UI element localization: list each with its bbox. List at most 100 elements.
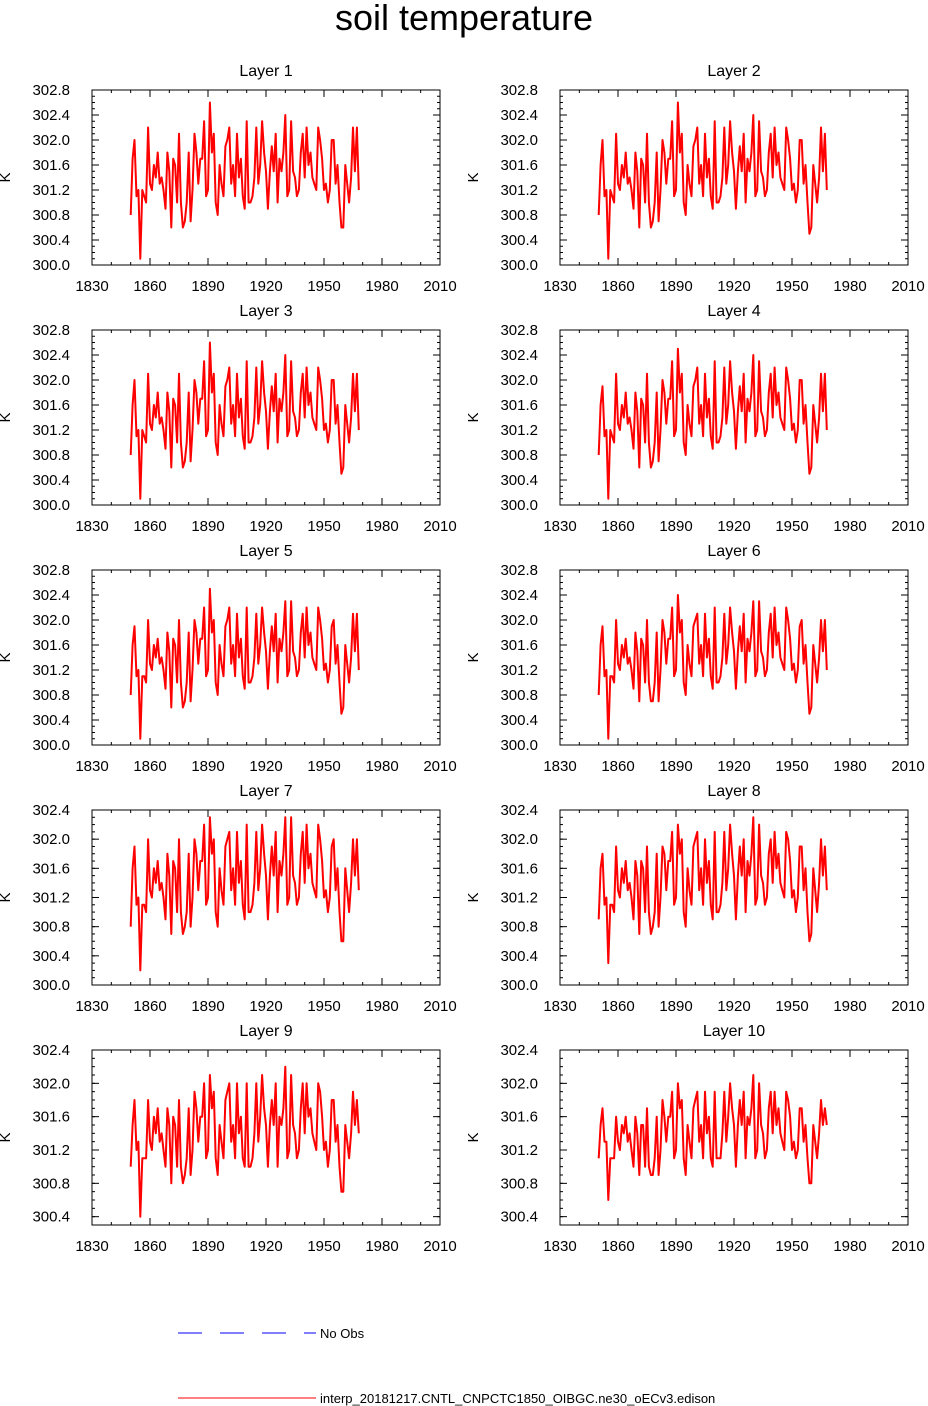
y-tick-label: 300.8 [32, 207, 70, 224]
x-tick-label: 1980 [365, 518, 398, 535]
y-tick-label: 300.0 [500, 497, 538, 514]
x-tick-label: 1890 [659, 1238, 692, 1255]
y-tick-label: 301.2 [500, 422, 538, 439]
x-tick-label: 1950 [775, 998, 808, 1015]
y-tick-label: 302.4 [32, 802, 70, 819]
y-tick-label: 302.8 [32, 82, 70, 99]
y-tick-label: 300.0 [32, 497, 70, 514]
y-axis-label: K [465, 172, 482, 182]
y-tick-label: 300.8 [500, 447, 538, 464]
y-tick-label: 302.4 [500, 347, 538, 364]
panel-layer-3: Layer 3 1830 1860 1890 1920 1950 1980 2010 300.0… [0, 303, 457, 535]
x-tick-label: 1950 [307, 278, 340, 295]
x-tick-label: 1950 [775, 758, 808, 775]
panel-layer-9: Layer 9 1830 1860 1890 1920 1950 1980 2010 300.4… [0, 1023, 457, 1255]
x-tick-label: 1920 [249, 998, 282, 1015]
panel-layer-10: Layer 10 1830 1860 1890 1920 1950 1980 2010 300.… [465, 1023, 925, 1255]
y-tick-label: 302.0 [500, 1075, 538, 1092]
y-tick-label: 300.4 [500, 232, 538, 249]
x-tick-label: 1830 [543, 518, 576, 535]
x-tick-label: 1890 [191, 1238, 224, 1255]
y-tick-label: 300.4 [32, 232, 70, 249]
legend-model-label: interp_20181217.CNTL_CNPCTC1850_OIBGC.ne… [320, 1391, 715, 1406]
x-tick-label: 1860 [133, 518, 166, 535]
y-tick-label: 300.4 [500, 1209, 538, 1226]
panel-title: Layer 2 [707, 63, 760, 80]
y-tick-label: 300.8 [500, 207, 538, 224]
x-tick-label: 1980 [365, 1238, 398, 1255]
x-tick-label: 1890 [191, 518, 224, 535]
x-tick-label: 1860 [601, 758, 634, 775]
series-line-model [597, 347, 828, 500]
x-tick-label: 1920 [717, 518, 750, 535]
series-line-model [129, 816, 360, 972]
y-tick-label: 300.4 [500, 948, 538, 965]
panel-grid: Layer 1 1830 1860 1890 1920 1950 1980 2010 300.0… [0, 63, 925, 1255]
y-tick-label: 301.6 [500, 157, 538, 174]
x-tick-label: 1920 [249, 1238, 282, 1255]
x-tick-label: 1980 [833, 998, 866, 1015]
x-tick-label: 1980 [833, 518, 866, 535]
x-tick-label: 1860 [133, 1238, 166, 1255]
x-tick-label: 1950 [775, 518, 808, 535]
y-tick-label: 300.8 [32, 919, 70, 936]
panel-layer-7: Layer 7 1830 1860 1890 1920 1950 1980 2010 300.0… [0, 783, 457, 1015]
x-tick-label: 1860 [133, 278, 166, 295]
series-line-model [597, 594, 828, 740]
y-axis-label: K [465, 1132, 482, 1142]
y-tick-label: 300.8 [500, 687, 538, 704]
x-tick-label: 1950 [775, 278, 808, 295]
x-tick-label: 1890 [659, 758, 692, 775]
x-tick-label: 1860 [601, 518, 634, 535]
y-tick-label: 300.4 [500, 472, 538, 489]
y-tick-label: 301.6 [32, 860, 70, 877]
x-tick-label: 2010 [891, 998, 924, 1015]
x-tick-label: 1980 [365, 278, 398, 295]
panel-layer-1: Layer 1 1830 1860 1890 1920 1950 1980 2010 300.0… [0, 63, 457, 295]
panel-title: Layer 6 [707, 543, 760, 560]
x-tick-label: 1830 [75, 278, 108, 295]
x-tick-label: 1830 [543, 1238, 576, 1255]
y-tick-label: 302.0 [32, 1075, 70, 1092]
x-tick-label: 1830 [75, 758, 108, 775]
x-tick-label: 1980 [833, 758, 866, 775]
y-axis-label: K [465, 412, 482, 422]
x-tick-label: 1860 [601, 1238, 634, 1255]
x-tick-label: 2010 [423, 998, 456, 1015]
y-tick-label: 302.4 [500, 107, 538, 124]
y-tick-label: 302.4 [500, 802, 538, 819]
y-tick-label: 302.0 [500, 372, 538, 389]
y-tick-label: 300.0 [32, 737, 70, 754]
x-tick-label: 2010 [423, 1238, 456, 1255]
x-tick-label: 1860 [601, 278, 634, 295]
x-tick-label: 1920 [717, 1238, 750, 1255]
x-tick-label: 2010 [891, 1238, 924, 1255]
series-line-model [129, 101, 360, 260]
x-tick-label: 1950 [307, 998, 340, 1015]
y-axis-label: K [0, 412, 14, 422]
x-tick-label: 2010 [423, 278, 456, 295]
y-tick-label: 300.8 [500, 1175, 538, 1192]
x-tick-label: 1950 [307, 518, 340, 535]
legend: No Obs interp_20181217.CNTL_CNPCTC1850_O… [178, 1326, 715, 1406]
panel-layer-2: Layer 2 1830 1860 1890 1920 1950 1980 2010 300.0… [465, 63, 925, 295]
y-tick-label: 302.8 [32, 322, 70, 339]
y-tick-label: 301.6 [32, 157, 70, 174]
x-tick-label: 1920 [249, 758, 282, 775]
y-tick-label: 300.0 [32, 977, 70, 994]
x-tick-label: 1890 [659, 998, 692, 1015]
panel-layer-4: Layer 4 1830 1860 1890 1920 1950 1980 2010 300.0… [465, 303, 925, 535]
y-axis-label: K [0, 172, 14, 182]
y-tick-label: 301.2 [32, 890, 70, 907]
y-tick-label: 302.0 [32, 372, 70, 389]
x-tick-label: 1950 [775, 1238, 808, 1255]
y-tick-label: 302.8 [500, 322, 538, 339]
x-tick-label: 1920 [717, 998, 750, 1015]
y-tick-label: 301.6 [32, 637, 70, 654]
y-tick-label: 301.2 [500, 1142, 538, 1159]
series-line-model [597, 1074, 828, 1201]
y-tick-label: 302.4 [32, 347, 70, 364]
y-tick-label: 300.8 [32, 1175, 70, 1192]
y-tick-label: 301.2 [500, 890, 538, 907]
x-tick-label: 1950 [307, 1238, 340, 1255]
